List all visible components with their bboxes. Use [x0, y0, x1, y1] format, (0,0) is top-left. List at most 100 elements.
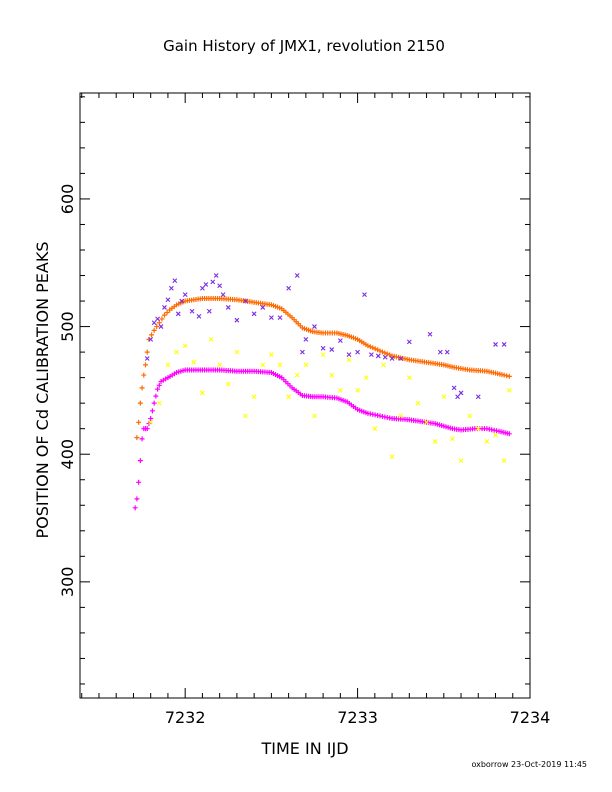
data-point — [355, 388, 360, 393]
data-point — [210, 279, 216, 285]
data-point — [136, 419, 142, 425]
data-point — [355, 349, 360, 355]
data-point — [375, 353, 381, 359]
data-point — [398, 413, 404, 419]
data-point — [136, 479, 142, 485]
data-point — [155, 386, 161, 392]
data-point — [191, 359, 197, 365]
data-point — [506, 373, 512, 379]
data-point — [158, 324, 164, 329]
data-point — [277, 362, 283, 368]
data-point — [225, 381, 231, 387]
data-point — [294, 372, 300, 378]
data-point — [243, 298, 248, 304]
data-point — [286, 394, 292, 400]
data-point — [346, 357, 352, 363]
data-point — [458, 458, 464, 463]
data-point — [484, 439, 490, 444]
data-point — [165, 362, 171, 368]
data-point — [243, 413, 248, 419]
data-point — [277, 315, 283, 321]
data-point — [312, 324, 317, 329]
y-tick-label: 500 — [58, 311, 77, 342]
y-tick-label: 600 — [58, 184, 77, 215]
data-point — [337, 338, 343, 344]
data-point — [148, 419, 154, 425]
data-point — [432, 439, 438, 444]
data-point — [172, 278, 178, 284]
data-point — [506, 388, 512, 393]
data-point — [427, 331, 433, 337]
data-point — [148, 415, 154, 421]
data-point — [424, 419, 429, 425]
data-point — [379, 349, 385, 355]
data-point — [475, 394, 481, 400]
data-point — [455, 394, 460, 400]
data-point — [437, 349, 443, 355]
data-point — [153, 393, 159, 399]
data-point — [137, 458, 143, 464]
y-axis-label: POSITION OF Cd CALIBRATION PEAKS — [33, 242, 52, 539]
data-point — [251, 394, 257, 400]
data-point — [377, 348, 383, 354]
data-point — [206, 308, 212, 314]
series-4 — [148, 336, 512, 463]
data-point — [225, 305, 231, 310]
data-point — [234, 317, 240, 323]
data-point — [370, 345, 376, 351]
data-point — [389, 356, 395, 361]
data-point — [208, 336, 214, 342]
data-point — [144, 349, 150, 355]
data-point — [159, 316, 165, 322]
data-point — [367, 344, 373, 350]
data-point — [220, 292, 226, 298]
data-point — [415, 400, 421, 406]
data-point — [382, 350, 388, 356]
data-point — [182, 292, 188, 298]
x-tick-label: 7232 — [165, 708, 206, 727]
data-point — [137, 400, 143, 406]
data-point — [154, 324, 160, 330]
data-point — [406, 339, 412, 345]
data-point — [303, 336, 309, 342]
data-point — [200, 390, 205, 396]
data-point — [217, 362, 223, 368]
data-point — [165, 297, 171, 303]
data-point — [372, 426, 378, 432]
data-point — [251, 311, 257, 317]
data-point — [337, 388, 343, 393]
data-point — [174, 349, 179, 355]
data-point — [151, 320, 157, 326]
data-point — [260, 305, 266, 310]
data-point — [144, 356, 150, 361]
data-point — [504, 373, 510, 379]
data-point — [406, 375, 412, 381]
data-point — [189, 308, 195, 314]
data-point — [362, 292, 367, 298]
chart-title: Gain History of JMX1, revolution 2150 — [163, 37, 445, 55]
data-point — [200, 285, 205, 291]
series-1 — [134, 295, 512, 441]
data-point — [451, 385, 457, 391]
data-point — [501, 342, 507, 347]
x-tick-label: 7234 — [510, 708, 551, 727]
data-point — [398, 356, 404, 361]
data-point — [389, 454, 395, 460]
data-point — [149, 332, 155, 338]
series-3 — [144, 273, 507, 400]
data-point — [164, 310, 170, 316]
data-point — [143, 362, 149, 368]
data-point — [501, 372, 507, 378]
data-point — [134, 435, 140, 441]
data-point — [134, 496, 140, 502]
data-point — [132, 505, 138, 511]
data-series — [132, 273, 512, 511]
data-point — [175, 311, 181, 317]
data-point — [179, 298, 185, 304]
data-point — [268, 352, 274, 358]
data-point — [458, 390, 464, 396]
data-point — [346, 352, 352, 358]
data-point — [161, 312, 167, 318]
data-point — [441, 394, 447, 400]
